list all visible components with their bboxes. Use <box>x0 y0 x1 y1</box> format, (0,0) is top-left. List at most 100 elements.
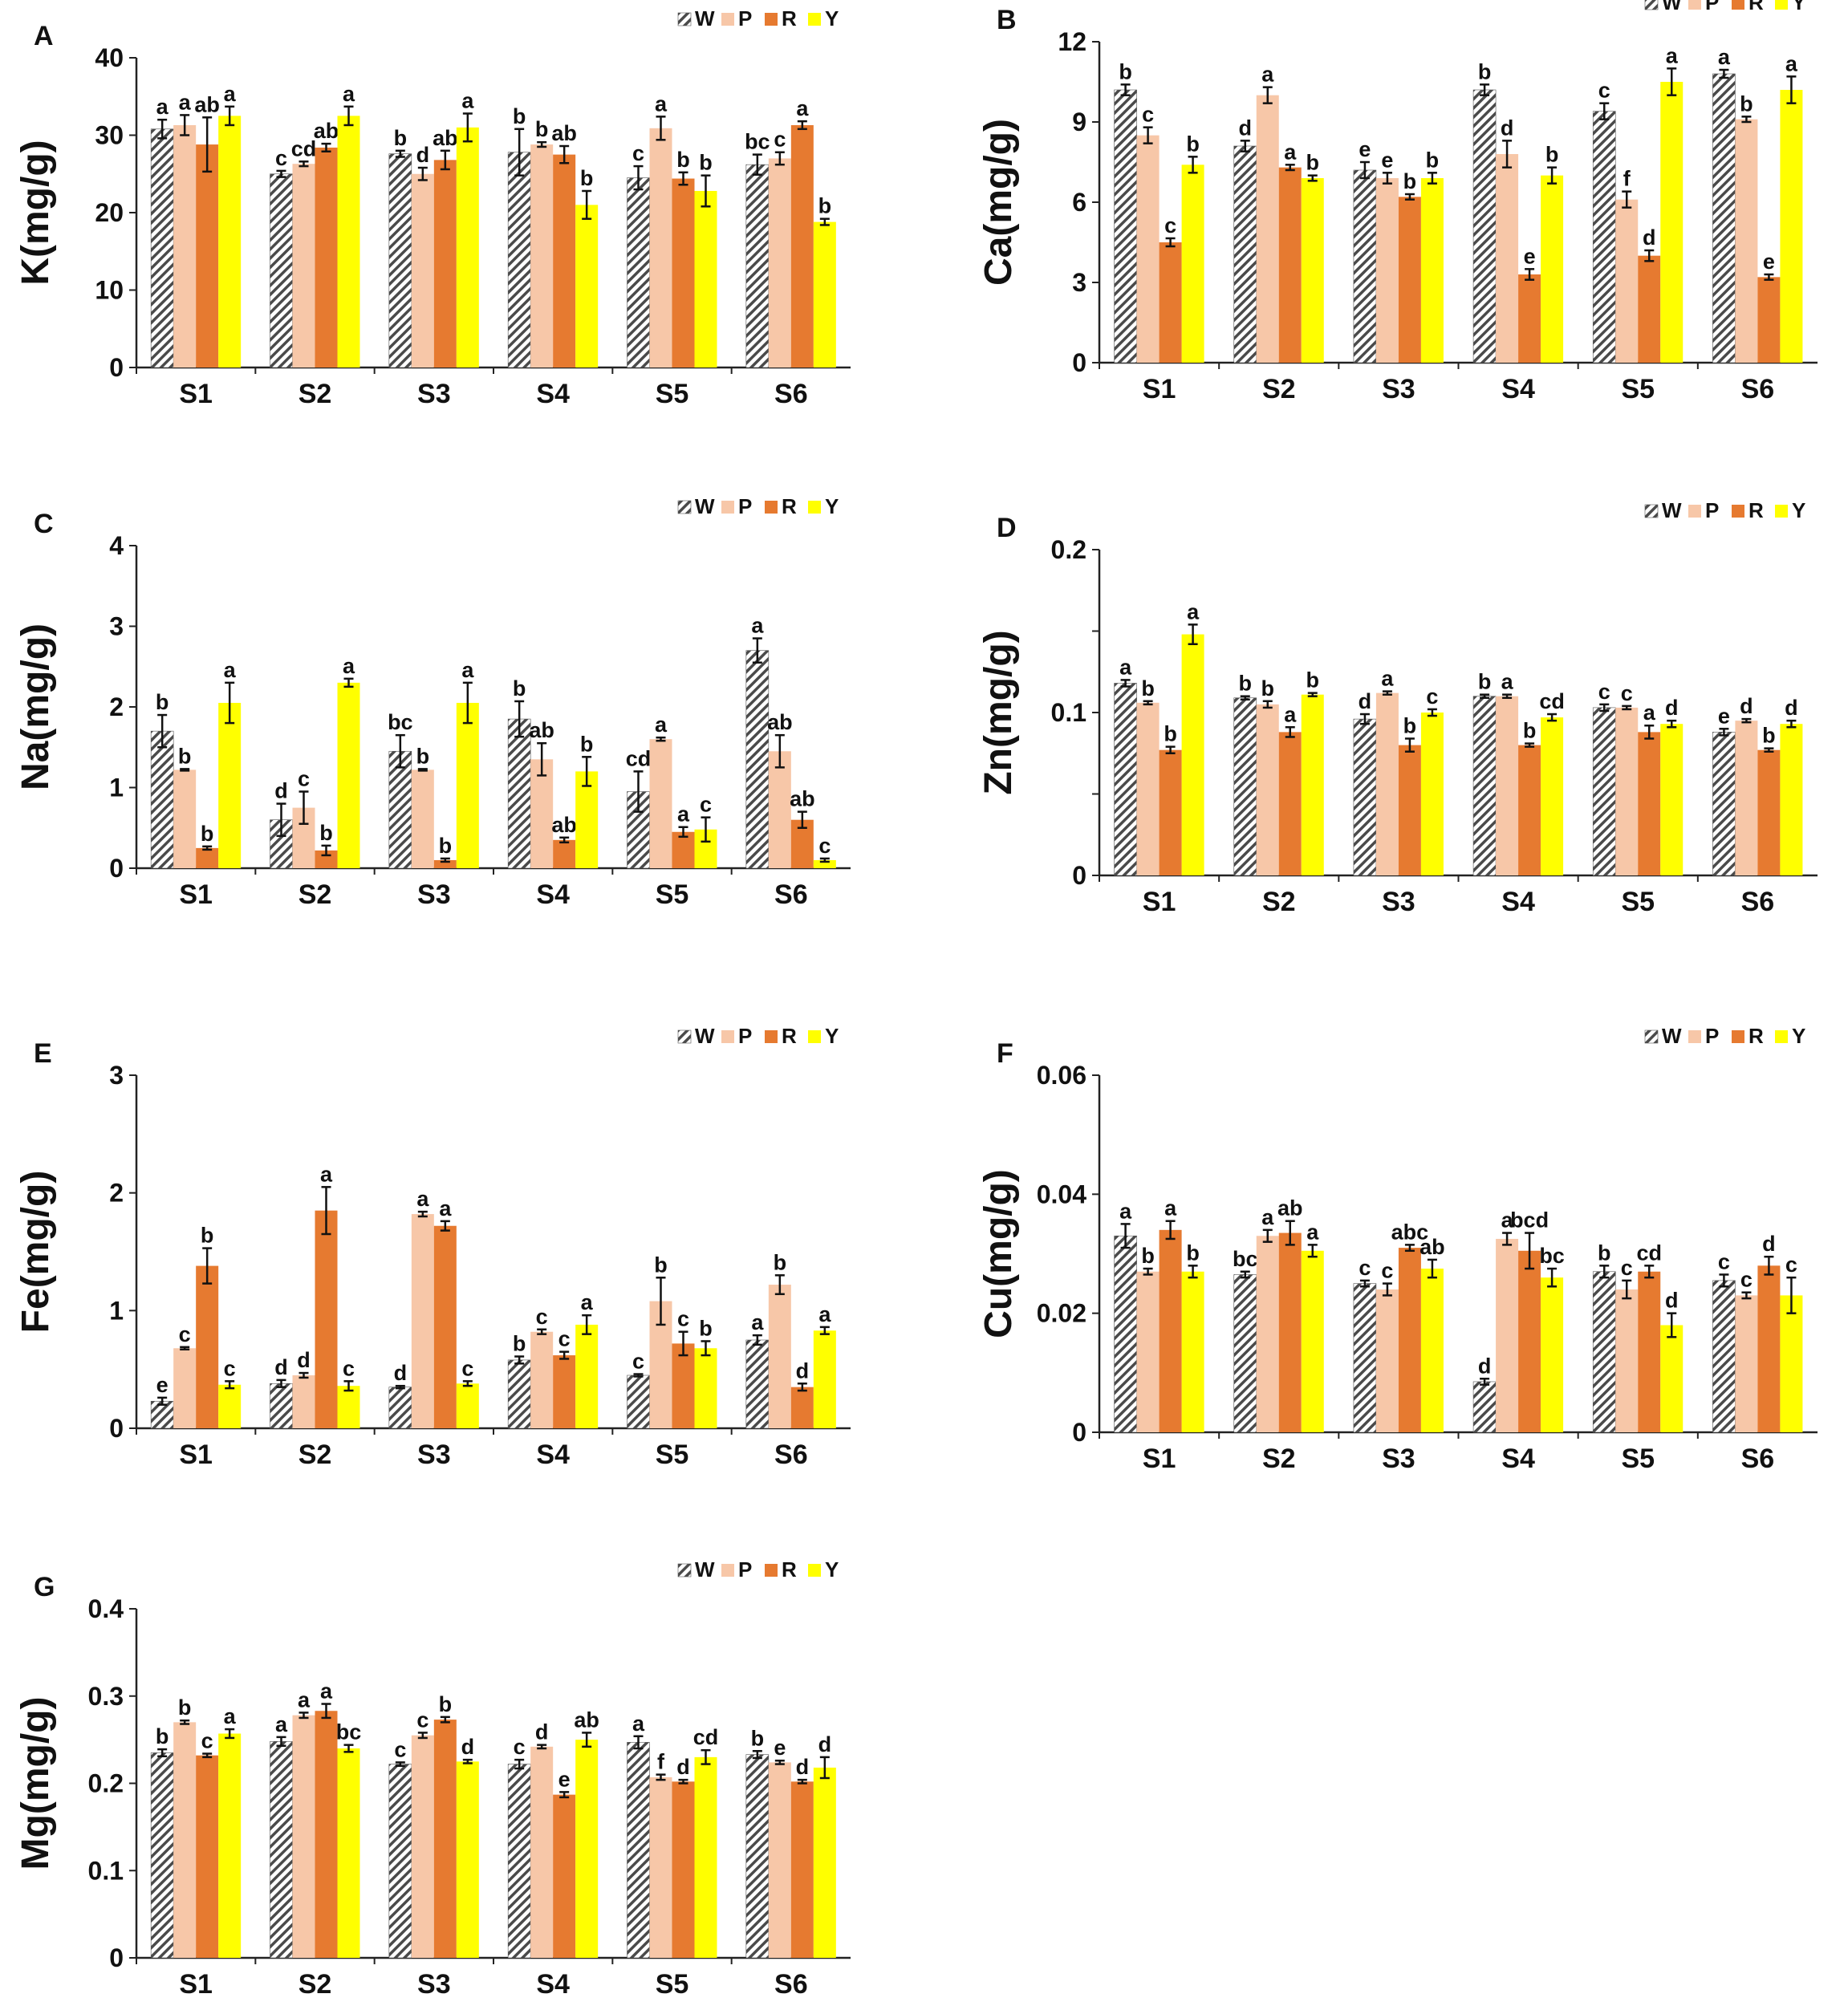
significance-letter: a <box>1785 51 1798 75</box>
bar-y <box>1181 1271 1204 1432</box>
bar-r <box>1159 749 1182 875</box>
significance-letter: cd <box>626 746 652 770</box>
bar-p <box>649 1777 672 1958</box>
significance-letter: b <box>1740 91 1753 116</box>
significance-letter: a <box>1284 702 1297 726</box>
significance-letter: b <box>156 1724 169 1748</box>
significance-letter: ab <box>574 1707 599 1732</box>
bar-y <box>575 205 599 367</box>
significance-letter: c <box>632 1350 644 1374</box>
bar-p <box>1136 135 1160 363</box>
significance-letter: c <box>179 1322 191 1346</box>
bar-w <box>1592 111 1616 363</box>
significance-letter: ab <box>767 710 793 734</box>
significance-letter: d <box>1665 1289 1679 1313</box>
bar-y <box>1660 724 1684 875</box>
significance-letter: b <box>439 1692 453 1716</box>
bar-r <box>315 1711 338 1958</box>
significance-letter: bcd <box>1510 1208 1549 1232</box>
bar-y <box>337 682 360 868</box>
bar-w <box>745 164 770 368</box>
significance-letter: a <box>320 1162 333 1186</box>
significance-letter: ab <box>790 787 815 811</box>
y-tick-label: 0.02 <box>1037 1299 1086 1328</box>
x-tick-label: S5 <box>656 879 689 910</box>
significance-letter: c <box>677 1307 689 1331</box>
bar-p <box>1615 199 1639 363</box>
x-tick-label: S2 <box>299 1969 332 2000</box>
legend-label-p: P <box>1705 498 1719 522</box>
x-tick-label: S2 <box>1262 1444 1296 1474</box>
significance-letter: d <box>1239 116 1253 140</box>
bar-p <box>1256 704 1279 875</box>
significance-letter: b <box>201 1224 214 1248</box>
bar-w <box>1592 1271 1616 1433</box>
y-tick-label: 0.4 <box>88 1594 124 1623</box>
legend-label-w: W <box>695 1024 715 1048</box>
y-tick-label: 1 <box>109 1296 124 1325</box>
significance-letter: b <box>1403 713 1417 737</box>
x-tick-label: S2 <box>1262 887 1296 917</box>
bar-w <box>745 1339 770 1429</box>
y-tick-label: 10 <box>95 276 124 305</box>
bar-r <box>315 850 338 868</box>
significance-letter: a <box>1261 63 1274 87</box>
legend-swatch-p <box>721 1030 734 1043</box>
significance-letter: e <box>156 1373 169 1397</box>
y-tick-label: 0 <box>1072 348 1086 377</box>
legend-swatch-y <box>1775 1030 1788 1043</box>
significance-letter: d <box>676 1755 690 1779</box>
bar-w <box>270 173 293 368</box>
significance-letter: c <box>394 1737 406 1761</box>
legend-label-r: R <box>1748 498 1764 522</box>
legend-label-p: P <box>738 1024 752 1048</box>
bar-p <box>1136 1271 1160 1432</box>
legend-label-r: R <box>782 6 797 30</box>
bar-p <box>1136 702 1160 875</box>
significance-letter: cd <box>291 136 317 160</box>
bar-r <box>315 1210 338 1428</box>
significance-letter: b <box>774 1250 787 1274</box>
significance-letter: c <box>632 141 644 165</box>
bar-y <box>1181 164 1204 363</box>
legend-label-w: W <box>1662 1024 1682 1048</box>
bar-p <box>292 164 315 367</box>
y-tick-label: 4 <box>109 531 124 560</box>
significance-letter: bc <box>1539 1244 1565 1268</box>
significance-letter: b <box>1545 143 1559 167</box>
legend-swatch-r <box>765 1030 778 1043</box>
significance-letter: ab <box>194 92 220 116</box>
bar-r <box>672 1343 695 1428</box>
bar-p <box>1735 1295 1758 1432</box>
significance-letter: a <box>179 90 192 114</box>
significance-letter: b <box>1306 668 1320 692</box>
bar-p <box>768 1762 791 1958</box>
panel-letter: A <box>34 21 54 51</box>
bar-p <box>411 769 434 868</box>
x-tick-label: S6 <box>1741 887 1775 917</box>
bar-w <box>1592 707 1616 876</box>
significance-letter: d <box>1762 1232 1776 1256</box>
x-tick-label: S2 <box>299 1439 332 1470</box>
bar-r <box>1159 1229 1182 1432</box>
bar-y <box>1780 724 1803 875</box>
significance-letter: b <box>580 166 594 190</box>
legend-swatch-r <box>765 13 778 26</box>
significance-letter: b <box>1403 169 1417 193</box>
bar-y <box>813 221 836 367</box>
bar-y <box>575 1324 599 1428</box>
significance-letter: c <box>201 1729 213 1753</box>
legend-swatch-w <box>677 12 692 26</box>
significance-letter: a <box>343 82 355 106</box>
significance-letter: c <box>1621 681 1633 705</box>
bar-p <box>1496 1238 1519 1432</box>
significance-letter: c <box>1740 1268 1753 1292</box>
significance-letter: a <box>343 654 355 678</box>
y-tick-label: 0 <box>109 854 124 883</box>
x-tick-label: S3 <box>1382 1444 1415 1474</box>
bar-p <box>1615 707 1639 875</box>
